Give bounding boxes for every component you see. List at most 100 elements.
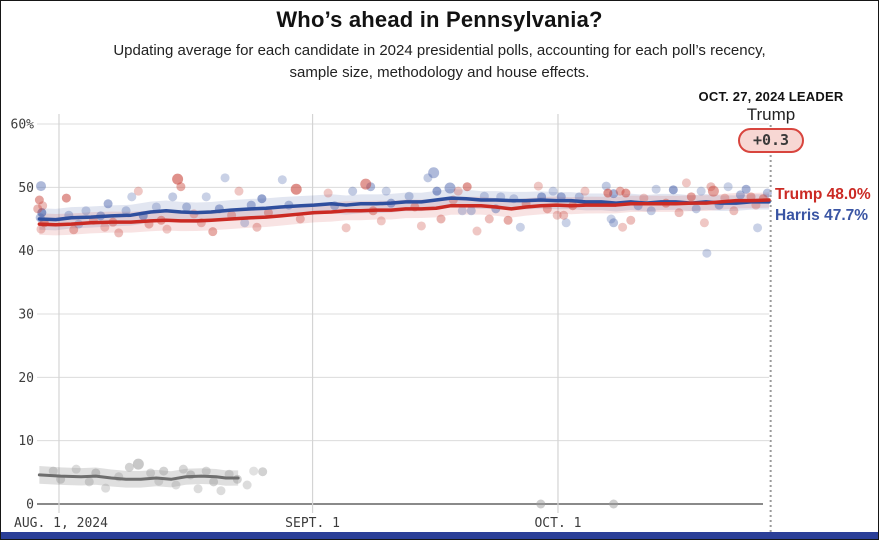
trump-poll-dot <box>462 182 472 192</box>
y-axis-label: 30 <box>18 308 34 323</box>
trump-poll-dot <box>376 216 386 226</box>
y-axis-label: 40 <box>18 244 34 259</box>
harris-poll-dot <box>201 192 211 202</box>
trump-poll-dot <box>626 215 636 225</box>
other-poll-dot <box>242 480 252 490</box>
harris-poll-dot <box>240 218 250 228</box>
other-poll-dot <box>124 462 134 472</box>
trump-poll-dot <box>61 193 71 203</box>
harris-poll-dot <box>606 214 616 224</box>
other-trend-line <box>37 473 240 481</box>
chart-header: Who’s ahead in Pennsylvania? Updating av… <box>1 7 878 84</box>
harris-poll-dot <box>81 206 91 216</box>
harris-poll-dot <box>561 218 571 228</box>
trump-poll-dot <box>100 222 110 232</box>
harris-poll-dot <box>404 191 414 201</box>
other-poll-dot <box>209 477 219 487</box>
harris-poll-dot <box>444 182 456 194</box>
trump-poll-dot <box>38 201 48 211</box>
trump-poll-dot <box>341 223 351 233</box>
trump-poll-dot <box>699 218 709 228</box>
trump-poll-dot <box>453 186 463 196</box>
harris-poll-dot <box>381 186 391 196</box>
trump-poll-dot <box>639 193 649 203</box>
harris-poll-dot <box>423 173 433 183</box>
other-poll-dot <box>609 499 619 509</box>
other-poll-dot <box>249 466 259 476</box>
harris-poll-dot <box>37 208 47 218</box>
leader-margin-badge: +0.3 <box>737 128 805 153</box>
other-poll-dot <box>159 466 169 476</box>
x-axis-label: SEPT. 1 <box>285 516 340 531</box>
harris-poll-dot <box>723 182 733 192</box>
harris-poll-dot <box>668 185 678 195</box>
harris-poll-dot <box>36 181 47 192</box>
other-poll-dot <box>216 486 226 496</box>
trump-poll-dot <box>69 225 79 235</box>
other-poll-dot <box>132 458 144 470</box>
trump-poll-dot <box>36 224 46 234</box>
trump-poll-dot <box>162 224 172 234</box>
trump-poll-dot <box>34 195 44 205</box>
other-poll-dot <box>193 484 203 494</box>
harris-poll-dot <box>515 222 525 232</box>
trump-poll-dot <box>686 192 696 202</box>
other-poll-dot <box>48 466 58 476</box>
y-axis-label: 60% <box>11 118 35 133</box>
trump-poll-dot <box>114 228 124 238</box>
trump-poll-dot <box>416 221 426 231</box>
page-title: Who’s ahead in Pennsylvania? <box>276 7 603 32</box>
y-axis-label: 10 <box>18 434 34 449</box>
trump-poll-dot <box>603 188 613 198</box>
other-poll-dot <box>71 464 81 474</box>
trump-poll-dot <box>172 173 184 185</box>
harris-poll-dot <box>741 184 751 194</box>
harris-poll-dot <box>428 167 440 179</box>
trump-poll-dot <box>263 208 273 218</box>
harris-poll-dot <box>691 204 701 214</box>
x-axis-label: AUG. 1, 2024 <box>14 516 108 531</box>
trump-poll-dot <box>234 186 244 196</box>
trump-poll-dot <box>618 222 628 232</box>
harris-poll-dot <box>762 188 772 198</box>
trump-poll-dot <box>290 183 302 195</box>
x-axis-label: OCT. 1 <box>534 516 581 531</box>
trump-poll-dot <box>503 215 513 225</box>
harris-poll-dot <box>753 223 763 233</box>
harris-poll-dot <box>127 192 137 202</box>
other-poll-dot <box>101 483 111 493</box>
harris-poll-dot <box>702 248 712 258</box>
harris-poll-dot <box>548 186 558 196</box>
other-poll-dot <box>224 469 234 479</box>
leader-caption: OCT. 27, 2024 LEADER <box>698 89 844 104</box>
trump-end-label: Trump 48.0% <box>775 186 871 203</box>
trump-poll-dot <box>484 214 494 224</box>
trump-poll-dot <box>133 186 143 196</box>
trump-poll-dot <box>533 181 543 191</box>
trump-poll-dot <box>208 227 218 237</box>
other-poll-dot <box>536 499 546 509</box>
harris-poll-dot <box>182 202 192 212</box>
harris-poll-dot <box>609 218 619 228</box>
harris-poll-dot <box>168 192 178 202</box>
trump-poll-dot <box>295 214 305 224</box>
trump-poll-dot <box>559 210 569 220</box>
harris-poll-dot <box>121 206 131 216</box>
other-poll-dot <box>84 477 94 487</box>
harris-poll-dot <box>348 186 358 196</box>
harris-poll-dot <box>574 192 584 202</box>
harris-poll-dot <box>151 202 161 212</box>
harris-poll-dot <box>646 206 656 216</box>
leader-annotation: OCT. 27, 2024 LEADER Trump +0.3 <box>689 89 853 153</box>
trump-poll-dot <box>33 204 43 214</box>
harris-poll-dot <box>103 199 113 209</box>
trump-poll-dot <box>436 214 446 224</box>
harris-poll-dot <box>696 186 706 196</box>
trump-poll-dot <box>707 185 719 197</box>
trump-poll-dot <box>621 188 631 198</box>
y-axis-label: 50 <box>18 181 34 196</box>
trump-poll-dot <box>176 182 186 192</box>
trump-poll-dot <box>674 208 684 218</box>
